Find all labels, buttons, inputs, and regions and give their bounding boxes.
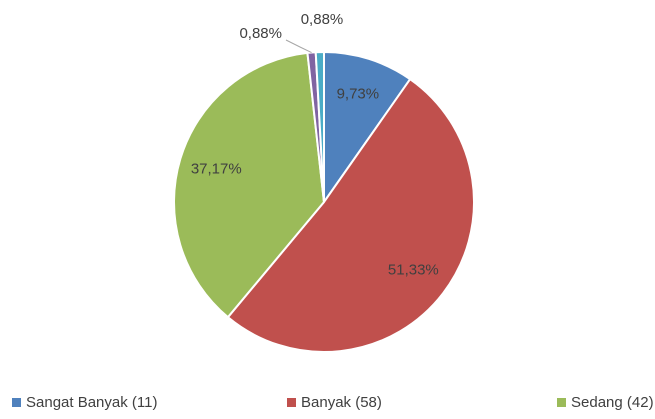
legend-swatch <box>12 398 21 407</box>
data-label: 0,88% <box>301 11 344 28</box>
legend-swatch <box>287 398 296 407</box>
legend-swatch <box>557 398 566 407</box>
leader-line <box>285 39 312 53</box>
pie-slice <box>173 51 326 319</box>
data-label: 51,33% <box>388 261 439 278</box>
pie-slice <box>323 50 412 206</box>
pie-slice <box>314 50 325 203</box>
legend-label: Sangat Banyak (11) <box>26 394 157 411</box>
pie-slice <box>226 77 475 353</box>
legend-label: Sedang (42) <box>571 394 654 411</box>
data-label: 0,88% <box>239 25 282 42</box>
data-label: 37,17% <box>191 161 242 178</box>
data-label: 9,73% <box>337 86 380 103</box>
legend-label: Banyak (58) <box>301 394 382 411</box>
